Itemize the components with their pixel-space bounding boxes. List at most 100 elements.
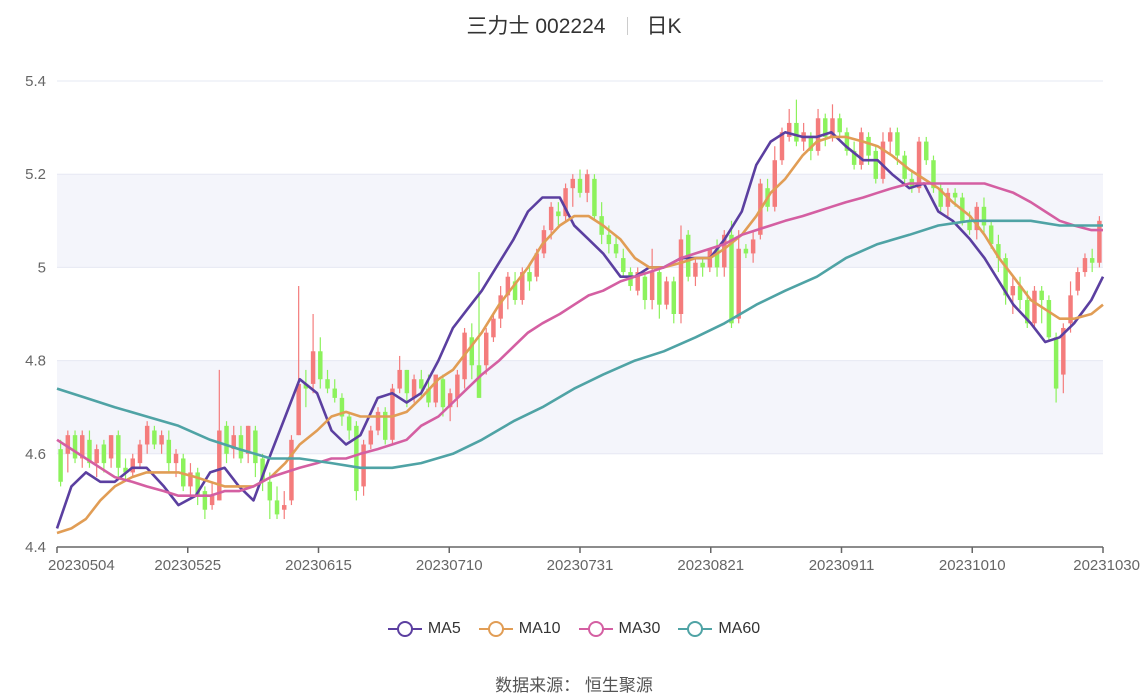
x-tick-label: 20230504 [48, 557, 115, 574]
candle-body [1039, 290, 1044, 301]
candle-body [815, 118, 821, 151]
candle-body [938, 188, 943, 207]
legend-circle-icon [578, 621, 613, 637]
candle [238, 425, 244, 464]
candle-body [916, 141, 922, 189]
candle [166, 430, 172, 473]
ma-line-ma60 [56, 219, 1103, 470]
candle [94, 444, 99, 478]
candle [469, 323, 475, 380]
x-tick-label: 20230525 [154, 557, 221, 574]
candlestick-chart: 4.4 4.6 4.8 5 5.2 5.4 20230504 20230525 2023061… [25, 73, 1140, 574]
candle [1053, 332, 1059, 403]
candle [851, 141, 857, 170]
candle-body [837, 118, 842, 133]
candle [924, 136, 929, 165]
x-tick-label: 20230710 [416, 557, 483, 574]
candle-body [325, 379, 330, 389]
y-axis: 4.4 4.6 4.8 5 5.2 5.4 [25, 73, 46, 556]
x-tick-label: 20230911 [809, 557, 875, 574]
candle [159, 430, 164, 454]
candle-body [368, 430, 374, 445]
candle-body [981, 206, 987, 226]
candle [101, 439, 107, 473]
data-source: 数据来源： 恒生聚源 [495, 676, 653, 695]
candle-body [159, 435, 164, 445]
candle-body [433, 374, 438, 403]
candle [642, 272, 648, 310]
legend-item-ma5[interactable]: MA5 [387, 620, 461, 638]
candle-body [772, 160, 778, 207]
candle-body [859, 132, 864, 165]
candle-body [1089, 258, 1095, 263]
y-tick-label: 5.4 [25, 73, 46, 90]
candle-body [101, 444, 107, 464]
candle-body [887, 132, 893, 142]
candle-body [534, 253, 539, 277]
candle [1068, 281, 1073, 333]
candle-body [996, 244, 1001, 259]
candle-body [332, 388, 337, 398]
candle-body [245, 425, 251, 454]
candle-body [808, 136, 814, 151]
legend-label: MA30 [618, 620, 661, 637]
candle-body [144, 425, 150, 445]
candle [1089, 248, 1095, 273]
candle-body [743, 248, 749, 254]
candle [837, 113, 842, 137]
candle-body [736, 248, 741, 319]
candle-body [231, 435, 236, 450]
candle [483, 327, 489, 375]
candle [635, 267, 640, 296]
stock-name: 三力士 002224 [466, 15, 606, 38]
candle-body [80, 435, 85, 459]
candle [440, 374, 446, 417]
candle-body [974, 206, 979, 231]
title-separator [627, 17, 629, 35]
legend-circle-icon [678, 621, 713, 637]
candle-body [823, 118, 828, 137]
candle-body [729, 234, 734, 324]
candle [750, 230, 756, 263]
legend-label: MA10 [518, 620, 561, 637]
candle-body [779, 132, 785, 161]
x-tick-label: 20231030 [1073, 557, 1140, 574]
candle [981, 197, 987, 235]
x-tick-label: 20231010 [939, 557, 1006, 574]
candle-body [382, 411, 388, 440]
candle [116, 430, 121, 478]
legend-label: MA60 [718, 620, 761, 637]
candle-body [130, 458, 135, 473]
candle-body [419, 379, 424, 389]
candle-body [476, 365, 482, 398]
candle [823, 113, 828, 147]
candle [678, 225, 684, 324]
candle [130, 453, 135, 478]
candle-body [94, 449, 99, 464]
candle-body [361, 444, 366, 487]
legend: MA5 MA10 MA30 MA60 [0, 620, 1148, 641]
candle [339, 393, 345, 426]
candle [188, 463, 193, 496]
candle-body [931, 160, 936, 189]
candle-body [58, 449, 63, 482]
candle-body [556, 211, 561, 217]
candle-body [873, 150, 879, 179]
candle [296, 286, 301, 436]
candle-body [830, 118, 835, 137]
candle [224, 421, 229, 464]
candle-body [924, 141, 929, 161]
ma-line-ma30 [56, 182, 1103, 497]
legend-item-ma30[interactable]: MA30 [578, 620, 661, 638]
candle-body [65, 435, 71, 454]
candle [729, 220, 734, 328]
candle-body [318, 351, 323, 380]
legend-item-ma10[interactable]: MA10 [478, 620, 561, 638]
candle [375, 407, 381, 436]
period-label: 日K [646, 15, 682, 38]
candle-body [700, 262, 705, 268]
candle-body [354, 425, 359, 492]
legend-item-ma60[interactable]: MA60 [678, 620, 760, 638]
candle [65, 430, 71, 473]
candle-body [202, 491, 208, 510]
